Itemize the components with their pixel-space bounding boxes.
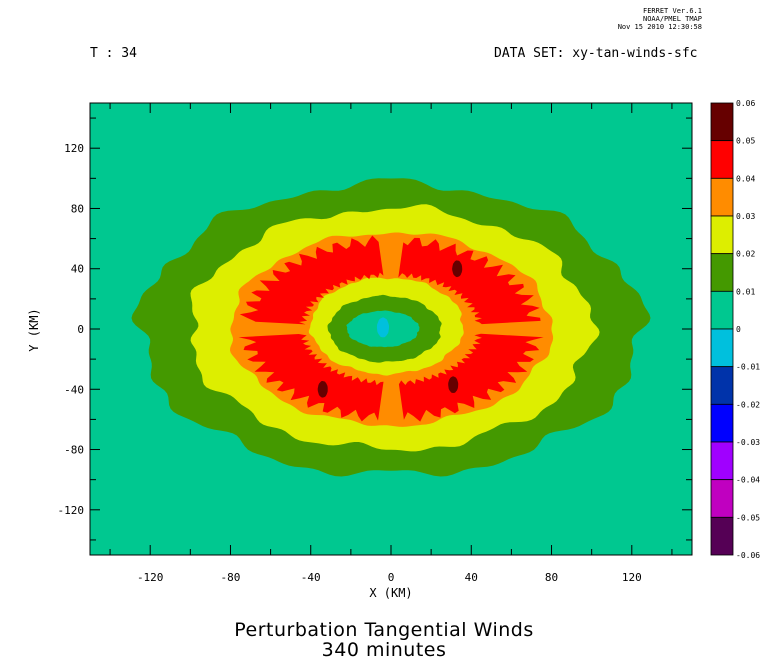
colorbar-swatch [710,441,734,481]
colorbar-swatch [710,516,734,556]
contour-region [317,381,328,398]
colorbar-label: -0.03 [736,438,760,447]
ferret-org: NOAA/PMEL TMAP [642,15,702,23]
y-tick-label: 80 [71,202,84,215]
colorbar-label: 0.04 [736,174,755,183]
colorbar-swatch [710,328,734,368]
colorbar-swatch [710,177,734,217]
ferret-date: Nov 15 2010 12:30:58 [617,23,702,31]
colorbar-label: 0.05 [736,137,755,146]
colorbar-swatch [710,102,734,142]
colorbar-label: 0.06 [736,99,755,108]
contour-region [452,260,463,278]
colorbar-label: 0 [736,325,741,334]
colorbar-swatch [710,403,734,443]
colorbar-swatch [710,366,734,405]
colorbar-swatch [710,479,734,518]
x-tick-label: -120 [137,571,164,584]
colorbar-label: 0.03 [736,212,755,221]
time-label: T : 34 [90,46,137,61]
colorbar-swatch [710,253,734,292]
colorbar-label: 0.02 [736,250,755,259]
x-tick-label: 120 [622,571,642,584]
contour-region [448,376,459,393]
ferret-header: FERRET Ver.6.1 NOAA/PMEL TMAP Nov 15 201… [590,7,702,31]
x-tick-label: 0 [388,571,395,584]
x-tick-label: 40 [465,571,478,584]
y-tick-label: 0 [77,323,84,336]
y-tick-label: 120 [64,142,84,155]
colorbar-label: 0.01 [736,287,755,296]
dataset-label: DATA SET: xy-tan-winds-sfc [494,46,698,61]
y-tick-label: -40 [64,383,84,396]
y-tick-label: 40 [71,263,84,276]
chart-subtitle: 340 minutes [321,639,447,661]
colorbar-label: -0.02 [736,400,760,409]
x-tick-label: -40 [301,571,321,584]
colorbar-label: -0.04 [736,476,760,485]
contour-region [239,235,384,325]
colorbar-swatch [710,140,734,179]
colorbar-label: -0.05 [736,513,760,522]
contour-region [376,317,389,338]
contour-chart: -120 -80 -40 0 40 80 120 120 80 40 0 -40 -80 -120 X (… [27,99,760,600]
colorbar-label: -0.01 [736,363,760,372]
x-tick-label: 80 [545,571,558,584]
contour-region [398,333,544,422]
y-tick-label: -120 [58,504,85,517]
colorbar-swatch [710,290,734,330]
ferret-version: FERRET Ver.6.1 [642,7,702,15]
y-tick-label: -80 [64,444,84,457]
contour-region [238,334,384,422]
chart-title: Perturbation Tangential Winds [234,619,534,641]
colorbar-label: -0.06 [736,551,760,560]
contour-region [398,237,541,325]
x-tick-label: -80 [221,571,241,584]
x-axis-label: X (KM) [369,586,412,600]
y-axis-label: Y (KM) [27,308,41,351]
colorbar-swatch [710,215,734,255]
